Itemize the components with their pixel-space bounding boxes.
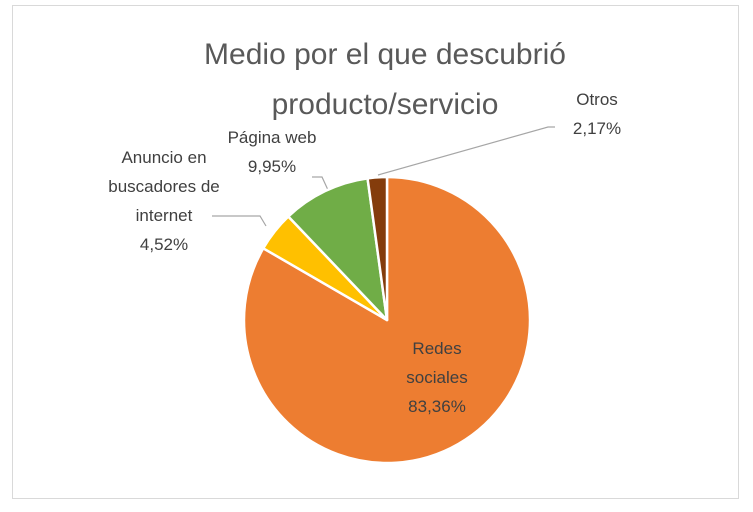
leader-line bbox=[377, 126, 555, 176]
category-label: Página web bbox=[227, 128, 317, 147]
chart-border bbox=[12, 5, 739, 499]
value-label: 2,17% bbox=[572, 119, 622, 138]
category-label: Otros bbox=[576, 90, 618, 109]
category-label: Redes sociales bbox=[406, 339, 468, 387]
value-label: 83,36% bbox=[408, 397, 466, 416]
chart-title: Medio por el que descubrió producto/serv… bbox=[204, 38, 566, 121]
pie-slice bbox=[287, 177, 389, 322]
leader-lines bbox=[212, 126, 555, 227]
leader-line bbox=[312, 176, 329, 191]
value-label: 4,52% bbox=[139, 235, 189, 254]
category-label: Anuncio en buscadores de internet bbox=[108, 148, 220, 225]
leader-line bbox=[212, 215, 267, 227]
value-label: 9,95% bbox=[247, 157, 297, 176]
pie-slice bbox=[366, 175, 389, 322]
